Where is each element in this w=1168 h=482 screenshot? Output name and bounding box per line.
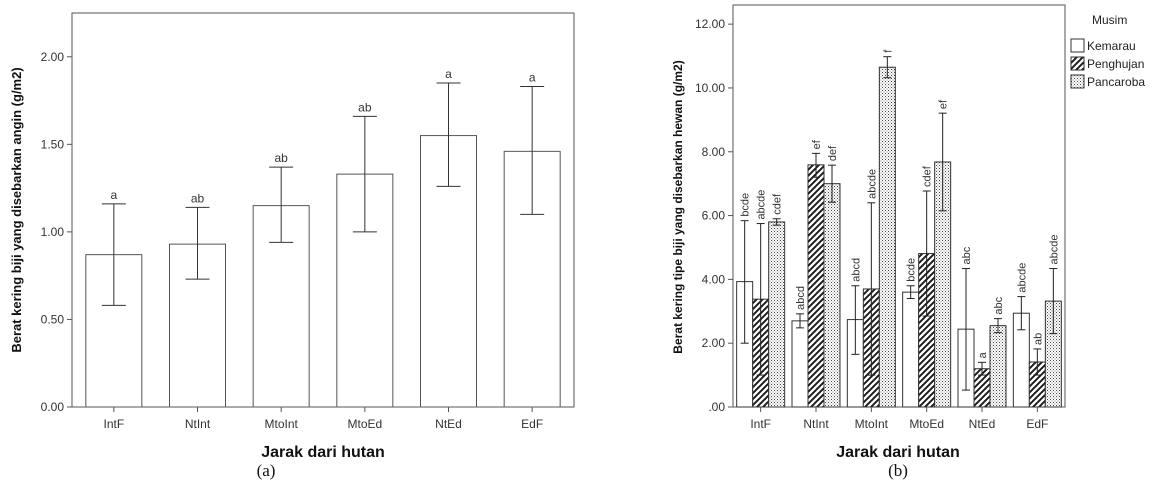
y-tick-label: 12.00 (695, 17, 725, 31)
significance-letter: abc (961, 246, 973, 264)
significance-letter: abcde (1016, 263, 1028, 293)
x-tick-label: MtoInt (855, 417, 889, 431)
bar-pancaroba-intf (768, 221, 786, 408)
significance-letter: cdef (772, 193, 784, 215)
significance-letter: a (110, 188, 117, 202)
x-tick-label: NtInt (185, 417, 211, 431)
y-tick-label: 1.00 (41, 225, 65, 239)
significance-letter: abc (993, 296, 1005, 314)
x-tick-label: MtoEd (347, 417, 382, 431)
y-axis-ticks-b: .00 2.00 4.00 6.00 8.00 10.00 12.00 (695, 17, 733, 414)
x-tick-label: EdF (521, 417, 543, 431)
y-tick-label: 2.00 (41, 50, 65, 64)
y-tick-label: .00 (708, 400, 725, 414)
y-tick-label: 0.50 (41, 312, 65, 326)
significance-letter: ab (274, 151, 288, 165)
significance-letter: abcd (850, 258, 862, 282)
significance-letter: abcde (866, 169, 878, 199)
legend-title: Musim (1092, 13, 1127, 27)
significance-letter: a (977, 351, 989, 358)
y-tick-label: 10.00 (695, 81, 725, 95)
x-tick-label: IntF (750, 417, 771, 431)
y-axis-label-a: Berat kering biji yang disebarkan angin … (9, 67, 24, 352)
x-tick-label: NtInt (803, 417, 829, 431)
legend-swatch-penghujan (1070, 56, 1085, 71)
bar-pancaroba-nted (989, 325, 1007, 408)
bar-pancaroba-ntint (823, 183, 841, 408)
y-tick-label: 6.00 (702, 209, 726, 223)
significance-letter: bcde (740, 193, 752, 217)
legend-label-penghujan: Penghujan (1087, 57, 1144, 71)
significance-letter: f (882, 49, 894, 53)
significance-letter: abcde (756, 190, 768, 220)
legend-label-kemarau: Kemarau (1087, 39, 1136, 53)
bars-b: bcde abcde cdefabcdefdefabcdabcdefbcdecdef… (736, 49, 1062, 408)
bar-pancaroba-mtoint (878, 66, 896, 408)
y-tick-label: 0.00 (41, 400, 65, 414)
y-tick-label: 2.00 (702, 336, 726, 350)
significance-letter: a (445, 67, 452, 81)
caption-a: (a) (257, 461, 276, 480)
significance-letter: ab (1032, 333, 1044, 345)
x-tick-label: NtEd (969, 417, 996, 431)
legend-label-pancaroba: Pancaroba (1087, 75, 1145, 89)
legend-b: Musim Kemarau Penghujan Pancaroba (1070, 13, 1145, 89)
significance-letter: ab (358, 100, 372, 114)
x-tick-label: MtoInt (264, 417, 298, 431)
y-tick-label: 1.50 (41, 137, 65, 151)
plot-frame-b (732, 4, 1066, 408)
significance-letter: ef (938, 99, 950, 109)
y-tick-label: 4.00 (702, 272, 726, 286)
x-axis-label-b: Jarak dari hutan (836, 444, 960, 461)
x-axis-ticks-a: IntF NtInt MtoInt MtoEd NtEd EdF (103, 407, 543, 431)
significance-letter: ef (811, 139, 823, 149)
y-tick-label: 8.00 (702, 145, 726, 159)
x-tick-label: NtEd (435, 417, 462, 431)
bar-kemarau-ntint (791, 320, 809, 408)
chart-panel-a: 0.00 0.50 1.00 1.50 2.00 a ab ab ab a a IntF NtInt… (9, 12, 575, 461)
x-tick-label: MtoEd (909, 417, 944, 431)
y-axis-ticks-a: 0.00 0.50 1.00 1.50 2.00 (41, 50, 72, 414)
bars-a: a ab ab ab a a (85, 67, 561, 408)
significance-letter: bcde (906, 258, 918, 282)
x-tick-label: IntF (103, 417, 124, 431)
legend-swatch-pancaroba (1070, 74, 1085, 89)
significance-letter: abcd (795, 286, 807, 310)
x-axis-ticks-b: IntF NtInt MtoInt MtoEd NtEd EdF (750, 407, 1048, 431)
x-axis-label-a: Jarak dari hutan (261, 444, 385, 461)
caption-b: (b) (888, 461, 908, 480)
significance-letter: cdef (922, 165, 934, 187)
legend-swatch-kemarau (1070, 38, 1085, 53)
plot-frame-a (71, 12, 575, 408)
y-axis-label-b: Berat kering tipe biji yang disebarkan h… (671, 60, 685, 353)
significance-letter: abcde (1048, 235, 1060, 265)
significance-letter: ab (191, 191, 205, 205)
x-tick-label: EdF (1026, 417, 1048, 431)
significance-letter: def (827, 145, 839, 161)
significance-letter: a (529, 71, 536, 85)
bar-penghujan-ntint (807, 164, 825, 408)
bar-kemarau-mtoed (902, 291, 920, 408)
